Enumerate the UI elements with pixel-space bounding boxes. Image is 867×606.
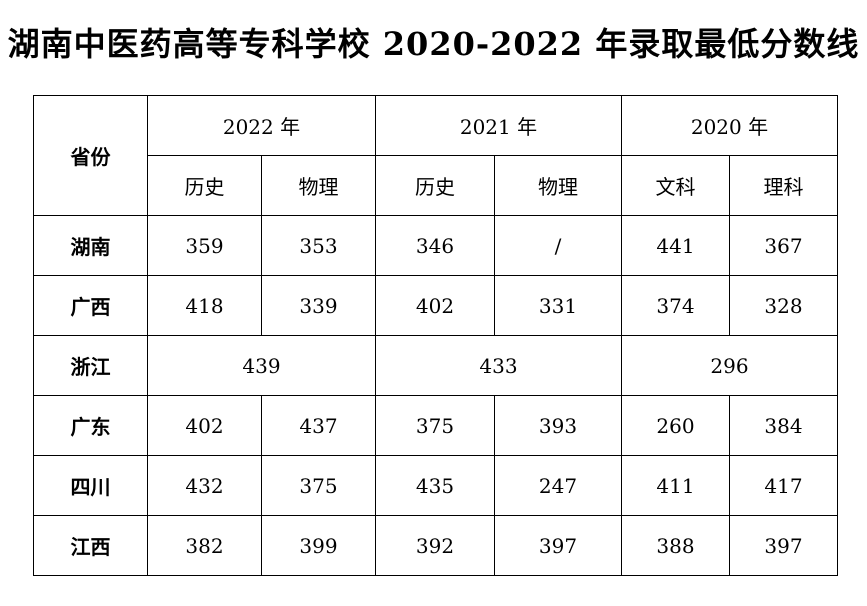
- score-cell: 418: [147, 275, 262, 336]
- score-cell: 260: [621, 395, 730, 456]
- score-cell: 331: [494, 275, 622, 336]
- admission-score-table: 省份 2022 年 2021 年 2020 年 历史 物理 历史 物理 文科 理…: [33, 95, 838, 576]
- score-cell: 382: [147, 515, 262, 576]
- score-cell: /: [494, 215, 622, 276]
- table-row: 四川 432 375 435 247 411 417: [33, 455, 838, 516]
- score-cell: 346: [375, 215, 495, 276]
- table-row: 广东 402 437 375 393 260 384: [33, 395, 838, 456]
- table-row: 广西 418 339 402 331 374 328: [33, 275, 838, 336]
- score-cell: 441: [621, 215, 730, 276]
- subject-header: 理科: [729, 155, 838, 216]
- score-cell: 353: [261, 215, 376, 276]
- score-cell: 393: [494, 395, 622, 456]
- year-header-2022: 2022 年: [147, 95, 376, 156]
- subject-header: 物理: [494, 155, 622, 216]
- table-row: 浙江 439 433 296: [33, 335, 838, 396]
- subject-header-row: 历史 物理 历史 物理 文科 理科: [34, 155, 838, 216]
- subject-header: 物理: [261, 155, 376, 216]
- subject-header: 历史: [375, 155, 495, 216]
- score-cell-merged: 433: [375, 335, 622, 396]
- province-cell: 广东: [33, 395, 148, 456]
- score-cell: 388: [621, 515, 730, 576]
- score-cell: 437: [261, 395, 376, 456]
- year-header-2021: 2021 年: [375, 95, 622, 156]
- score-cell: 375: [261, 455, 376, 516]
- score-cell: 392: [375, 515, 495, 576]
- province-cell: 湖南: [33, 215, 148, 276]
- score-cell: 374: [621, 275, 730, 336]
- score-cell: 247: [494, 455, 622, 516]
- score-cell: 397: [729, 515, 838, 576]
- score-cell: 339: [261, 275, 376, 336]
- score-cell: 402: [147, 395, 262, 456]
- table-row: 江西 382 399 392 397 388 397: [33, 515, 838, 576]
- province-cell: 广西: [33, 275, 148, 336]
- score-cell: 384: [729, 395, 838, 456]
- page-title: 湖南中医药高等专科学校 2020-2022 年录取最低分数线: [7, 25, 860, 63]
- subject-header: 文科: [621, 155, 730, 216]
- score-cell: 375: [375, 395, 495, 456]
- province-cell: 江西: [33, 515, 148, 576]
- score-cell: 359: [147, 215, 262, 276]
- score-cell: 399: [261, 515, 376, 576]
- province-header: 省份: [33, 95, 148, 216]
- province-cell: 浙江: [33, 335, 148, 396]
- score-cell: 397: [494, 515, 622, 576]
- province-cell: 四川: [33, 455, 148, 516]
- subject-header: 历史: [147, 155, 262, 216]
- table-row: 湖南 359 353 346 / 441 367: [33, 215, 838, 276]
- score-cell: 435: [375, 455, 495, 516]
- year-header-2020: 2020 年: [621, 95, 838, 156]
- score-cell: 367: [729, 215, 838, 276]
- score-cell: 411: [621, 455, 730, 516]
- score-cell: 402: [375, 275, 495, 336]
- year-header-row: 省份 2022 年 2021 年 2020 年: [33, 95, 838, 216]
- score-cell: 417: [729, 455, 838, 516]
- score-cell-merged: 439: [147, 335, 376, 396]
- score-cell-merged: 296: [621, 335, 838, 396]
- score-cell: 432: [147, 455, 262, 516]
- score-cell: 328: [729, 275, 838, 336]
